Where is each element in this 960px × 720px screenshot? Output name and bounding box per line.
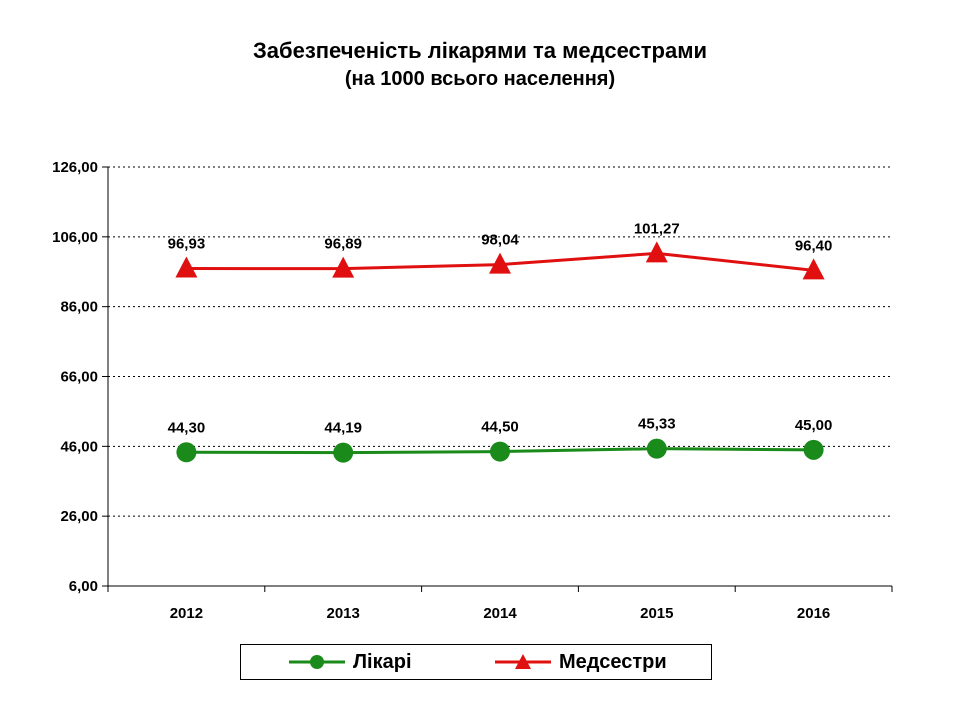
y-tick-label: 106,00 [52, 229, 98, 246]
legend-nurses-marker [495, 654, 551, 669]
data-point-nurses [489, 252, 511, 274]
data-point-nurses [802, 258, 825, 280]
data-label: 44,50 [481, 419, 519, 436]
legend-doctors-label: Лікарі [353, 650, 412, 673]
data-label: 44,30 [168, 419, 206, 436]
legend-nurses-label: Медсестри [559, 650, 667, 673]
data-point-doctors [803, 439, 824, 460]
data-point-doctors [176, 442, 197, 463]
y-tick-label: 6,00 [69, 578, 98, 595]
x-tick-label: 2015 [640, 605, 673, 622]
legend-item-doctors: Лікарі [287, 645, 412, 679]
y-tick-label: 126,00 [52, 159, 98, 176]
y-tick-label: 26,00 [60, 508, 98, 525]
x-tick-label: 2013 [327, 605, 360, 622]
data-point-nurses [332, 256, 355, 278]
data-label: 45,00 [795, 417, 833, 434]
y-tick-label: 46,00 [60, 438, 98, 455]
legend-nurses-triangle [515, 654, 531, 669]
data-point-nurses [645, 241, 668, 263]
data-label: 45,33 [638, 416, 676, 433]
y-tick-label: 86,00 [60, 299, 98, 316]
legend-doctors-circle [310, 655, 324, 669]
x-tick-label: 2014 [483, 605, 517, 622]
data-label: 101,27 [634, 220, 680, 237]
data-label: 96,89 [324, 236, 362, 253]
data-label: 96,93 [168, 236, 206, 253]
data-label: 96,40 [795, 237, 833, 254]
data-label: 44,19 [324, 420, 362, 437]
data-point-doctors [333, 442, 354, 463]
legend-doctors-marker [289, 655, 345, 669]
chart-title: Забезпеченість лікарями та медсестрами [252, 38, 707, 63]
y-tick-label: 66,00 [60, 369, 98, 386]
x-tick-label: 2016 [797, 605, 830, 622]
legend-item-nurses: Медсестри [493, 645, 667, 679]
data-point-nurses [175, 256, 198, 278]
chart-subtitle: (на 1000 всього населення) [344, 68, 616, 90]
data-point-doctors [646, 438, 667, 459]
data-label: 98,04 [481, 232, 519, 249]
x-tick-label: 2012 [170, 605, 203, 622]
data-point-doctors [490, 441, 510, 462]
chart-legend: Лікарі Медсестри [240, 644, 712, 680]
